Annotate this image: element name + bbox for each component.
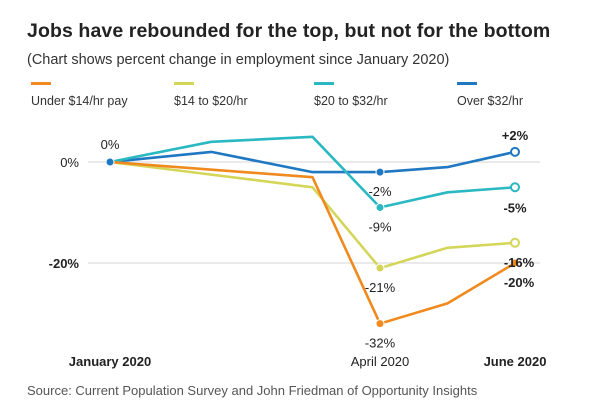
x-tick-label: June 2020 (484, 354, 547, 369)
legend-label: Under $14/hr pay (31, 94, 128, 108)
end-marker (510, 182, 520, 193)
chart-title: Jobs have rebounded for the top, but not… (27, 20, 551, 42)
data-label: -16% (504, 255, 535, 270)
legend-swatch (314, 82, 334, 85)
y-tick-label: 0% (60, 155, 79, 170)
legend: Under $14/hr pay $14 to $20/hr $20 to $3… (0, 82, 600, 122)
data-label: -21% (365, 280, 396, 295)
legend-item-20-to-32: $20 to $32/hr (314, 82, 388, 110)
start-point (105, 157, 115, 167)
legend-label: $14 to $20/hr (174, 94, 248, 108)
end-marker (510, 237, 520, 248)
legend-item-14-to-20: $14 to $20/hr (174, 82, 248, 110)
series-line (108, 135, 517, 209)
data-label: -20% (504, 275, 535, 290)
data-point (510, 258, 520, 268)
data-label: -32% (365, 336, 396, 351)
data-label: -2% (368, 184, 392, 199)
legend-label: $20 to $32/hr (314, 94, 388, 108)
data-label: -9% (368, 219, 392, 234)
legend-label: Over $32/hr (457, 94, 524, 108)
source-note: Source: Current Population Survey and Jo… (27, 383, 478, 398)
data-label: -5% (503, 200, 527, 215)
legend-swatch (31, 82, 51, 85)
legend-item-over-32: Over $32/hr (457, 82, 523, 110)
x-tick-label: April 2020 (351, 354, 410, 369)
start-label: 0% (101, 137, 120, 152)
legend-item-under-14: Under $14/hr pay (31, 82, 128, 110)
data-point (375, 263, 385, 273)
data-label: +2% (502, 128, 529, 143)
legend-swatch (174, 82, 194, 85)
legend-swatch (457, 82, 477, 85)
data-point (375, 319, 385, 329)
data-point (375, 167, 385, 177)
y-tick-label: -20% (49, 256, 80, 271)
end-marker (510, 146, 520, 157)
chart-subtitle: (Chart shows percent change in employmen… (27, 52, 450, 68)
data-point (375, 202, 385, 212)
x-tick-label: January 2020 (69, 354, 151, 369)
